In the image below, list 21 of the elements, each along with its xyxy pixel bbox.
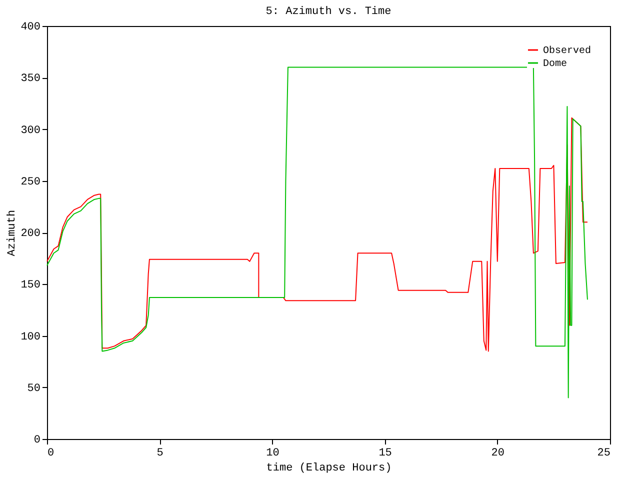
legend-label: Dome <box>543 59 568 70</box>
x-tick-label: 10 <box>266 448 280 460</box>
x-tick-label: 25 <box>597 448 610 460</box>
y-axis-title: Azimuth <box>6 210 19 256</box>
y-tick-label: 100 <box>20 331 40 344</box>
y-tick-label: 150 <box>20 280 40 292</box>
y-tick-label: 400 <box>20 22 40 34</box>
y-tick-label: 0 <box>34 434 40 446</box>
line-series <box>46 66 588 398</box>
x-tick-label: 15 <box>378 448 392 460</box>
legend-label: Observed <box>543 45 592 57</box>
y-tick-label: 200 <box>20 228 40 240</box>
x-tick-label: 5 <box>156 448 164 460</box>
x-tick-label: 0 <box>48 448 54 460</box>
x-tick-label: 20 <box>491 448 504 460</box>
y-tick-label: 300 <box>20 124 40 137</box>
x-axis-title: time (Elapse Hours) <box>266 462 392 474</box>
y-tick-label: 250 <box>20 176 40 188</box>
y-tick-label: 350 <box>20 73 40 86</box>
y-tick-label: 50 <box>27 382 40 395</box>
chart-title: 5: Azimuth vs. Time <box>266 6 392 18</box>
